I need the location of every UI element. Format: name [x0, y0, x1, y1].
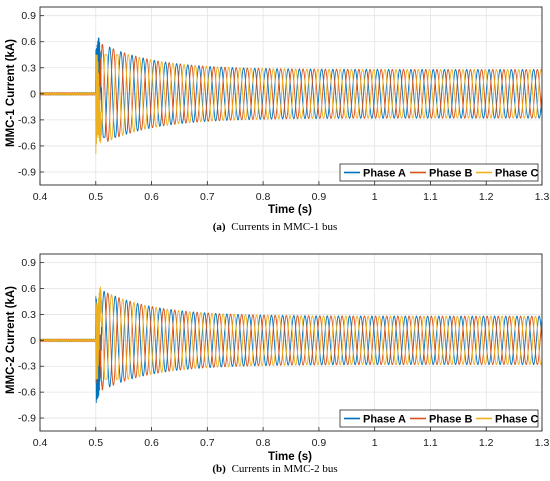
y-tick-label: -0.6	[18, 140, 36, 152]
y-axis-label: MMC-1 Current (kA)	[5, 39, 17, 147]
y-tick-label: 0	[30, 335, 36, 347]
x-tick-label: 0.7	[200, 191, 215, 203]
y-tick-label: 0.6	[21, 283, 36, 295]
y-tick-label: 0.9	[21, 10, 36, 22]
y-tick-label: 0.3	[21, 309, 36, 321]
y-tick-label: -0.9	[18, 413, 36, 425]
y-tick-label: 0.3	[21, 62, 36, 74]
x-tick-label: 0.9	[312, 437, 327, 449]
plot-area: 0.4 0.5 0.6 0.7 0.8 0.9 1 1.1 1.2 1.3 0.9 0.6 0.3 0 -0…	[18, 253, 550, 449]
y-tick-label: -0.9	[18, 166, 36, 178]
x-tick-label: 0.5	[88, 191, 103, 203]
caption-label: (a)	[213, 221, 226, 233]
x-tick-label: 0.8	[256, 191, 271, 203]
x-tick-label: 0.6	[144, 191, 159, 203]
caption-text: Currents in MMC-1 bus	[231, 221, 337, 233]
figure-caption: (a) Currents in MMC-1 bus	[213, 221, 338, 233]
x-tick-label: 0.4	[33, 191, 48, 203]
x-tick-label: 1.2	[479, 437, 494, 449]
x-axis-label: Time (s)	[268, 204, 312, 216]
chart-mmc1-currents: 0.4 0.5 0.6 0.7 0.8 0.9 1 1.1 1.2 1.3 0.9 0.6 0.3 0 -0…	[5, 6, 550, 233]
series-line-phase-b	[40, 44, 542, 142]
y-tick-label: -0.6	[18, 387, 36, 399]
caption-label: (b)	[212, 463, 226, 475]
series-group	[40, 37, 542, 155]
chart-mmc2-currents: 0.4 0.5 0.6 0.7 0.8 0.9 1 1.1 1.2 1.3 0.9 0.6 0.3 0 -0…	[5, 253, 550, 475]
axes-frame	[39, 6, 543, 186]
y-tick-label: -0.3	[18, 361, 36, 373]
series-group	[40, 286, 542, 404]
series-line-phase-c	[40, 54, 542, 155]
axes-frame	[39, 253, 543, 432]
x-tick-label: 1.3	[535, 437, 550, 449]
legend-label: Phase C	[495, 414, 538, 426]
x-tick-label: 0.8	[256, 437, 271, 449]
legend-label: Phase B	[429, 414, 472, 426]
legend-label: Phase B	[429, 168, 472, 180]
x-tick-label: 0.4	[33, 437, 48, 449]
figure-caption: (b) Currents in MMC-2 bus	[212, 463, 337, 475]
x-tick-label: 1.1	[423, 437, 438, 449]
x-tick-label: 1.2	[479, 191, 494, 203]
x-tick-label: 1.3	[535, 191, 550, 203]
legend-box	[339, 409, 539, 428]
y-tick-label: 0.6	[21, 36, 36, 48]
x-tick-label: 1	[372, 191, 378, 203]
caption-text: Currents in MMC-2 bus	[232, 463, 338, 475]
x-axis-label: Time (s)	[268, 451, 312, 463]
y-tick-label: 0.9	[21, 257, 36, 269]
legend-label: Phase A	[363, 168, 406, 180]
legend: Phase A Phase B Phase C	[339, 409, 539, 428]
x-tick-label: 1.1	[423, 191, 438, 203]
y-tick-label: -0.3	[18, 114, 36, 126]
series-line-phase-a	[40, 37, 542, 138]
legend-box	[339, 163, 539, 182]
legend-label: Phase C	[495, 168, 538, 180]
x-tick-label: 0.7	[200, 437, 215, 449]
legend-label: Phase A	[363, 414, 406, 426]
x-tick-label: 0.9	[312, 191, 327, 203]
series-line-phase-a	[40, 290, 542, 404]
y-axis-label: MMC-2 Current (kA)	[5, 286, 17, 394]
series-line-phase-b	[40, 292, 542, 391]
legend: Phase A Phase B Phase C	[339, 163, 539, 182]
plot-area: 0.4 0.5 0.6 0.7 0.8 0.9 1 1.1 1.2 1.3 0.9 0.6 0.3 0 -0…	[18, 6, 550, 203]
y-tick-label: 0	[30, 88, 36, 100]
x-tick-label: 0.6	[144, 437, 159, 449]
series-line-phase-c	[40, 286, 542, 380]
x-tick-label: 0.5	[88, 437, 103, 449]
x-tick-label: 1	[372, 437, 378, 449]
